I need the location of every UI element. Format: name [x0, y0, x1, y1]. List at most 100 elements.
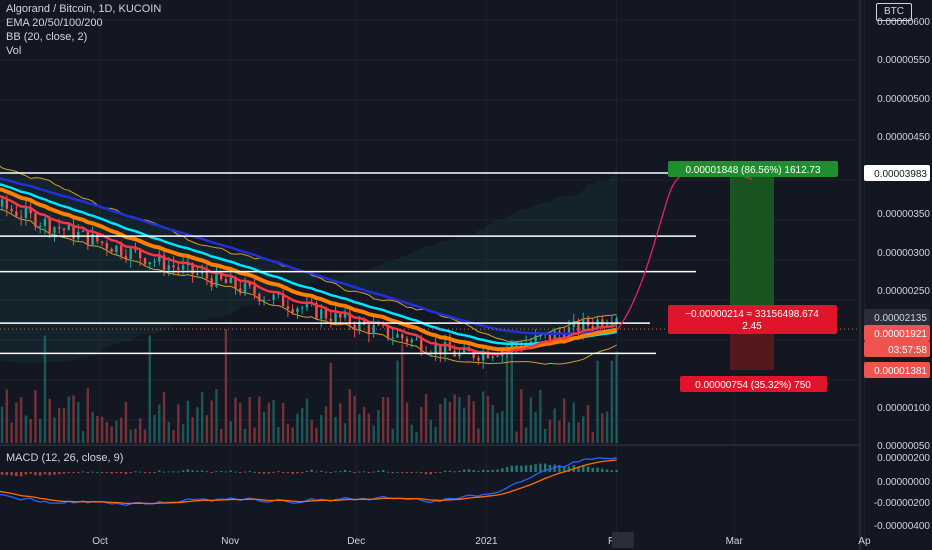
candle-body	[424, 351, 428, 354]
volume-bar	[105, 422, 109, 443]
macd-histogram-bar	[510, 465, 513, 472]
macd-histogram-bar	[0, 472, 4, 475]
macd-histogram-bar	[324, 471, 328, 473]
candle-body	[443, 342, 447, 355]
macd-histogram-bar	[601, 468, 604, 472]
chart-title: Algorand / Bitcoin, 1D, KUCOIN	[6, 3, 162, 15]
price-tag-label: 0.00003983	[874, 169, 927, 180]
candle-body	[167, 265, 171, 270]
candle-body	[229, 277, 232, 284]
candle-body	[119, 245, 123, 256]
macd-histogram-bar	[391, 472, 394, 473]
macd-histogram-bar	[343, 469, 347, 472]
volume-bar	[48, 398, 51, 443]
macd-histogram-bar	[5, 472, 9, 476]
volume-bar	[234, 397, 237, 443]
macd-histogram-bar	[348, 471, 352, 473]
macd-histogram-bar	[258, 472, 261, 474]
macd-histogram-bar	[591, 467, 594, 472]
volume-bar	[401, 344, 404, 443]
candle-body	[324, 309, 328, 319]
volume-bar	[439, 404, 442, 443]
candle-body	[315, 302, 318, 319]
stop-label[interactable]: 0.00000754 (35.32%) 750	[680, 376, 827, 392]
candle-body	[472, 351, 475, 358]
candle-body	[439, 344, 442, 355]
macd-histogram-bar	[353, 472, 356, 473]
macd-histogram-bar	[277, 471, 280, 473]
candle-body	[253, 285, 256, 295]
current-position-label[interactable]: −0.00000214 ≈ 33156498.674 2.45	[668, 305, 837, 334]
price-tick-label: 0.00000450	[877, 132, 930, 143]
target-label[interactable]: 0.00001848 (86.56%) 1612.73	[668, 161, 838, 177]
volume-bar	[386, 397, 390, 443]
candle-body	[539, 335, 542, 337]
candle-body	[62, 228, 66, 231]
macd-histogram-bar	[43, 472, 47, 475]
volume-bar	[5, 389, 9, 443]
macd-histogram-bar	[424, 472, 428, 475]
candle-body	[224, 279, 228, 284]
macd-histogram-bar	[401, 472, 404, 473]
volume-bar	[72, 395, 75, 443]
macd-histogram-bar	[19, 472, 23, 477]
vol-legend[interactable]: Vol	[6, 45, 22, 57]
macd-histogram-bar	[162, 471, 166, 473]
price-tick-label: 0.00000350	[877, 209, 930, 220]
macd-tick-label: 0.00000200	[877, 453, 930, 464]
volume-bar	[448, 401, 452, 443]
volume-bar	[281, 402, 285, 443]
macd-tick-label: -0.00000200	[874, 498, 931, 509]
macd-legend[interactable]: MACD (12, 26, close, 9)	[6, 452, 124, 464]
volume-bar	[43, 335, 47, 443]
candle-body	[124, 255, 128, 260]
macd-line	[0, 457, 617, 507]
macd-histogram-bar	[467, 469, 471, 472]
macd-pane	[0, 457, 618, 507]
candle-body	[286, 306, 290, 310]
macd-histogram-bar	[596, 467, 599, 472]
bb-legend[interactable]: BB (20, close, 2)	[6, 31, 88, 43]
volume-bar	[177, 404, 180, 443]
volume-bar	[272, 400, 275, 443]
candle-body	[77, 231, 80, 239]
macd-histogram-bar	[239, 472, 242, 473]
volume-bar	[472, 401, 475, 443]
price-tag-bg	[864, 325, 930, 341]
candle-body	[105, 243, 109, 249]
macd-histogram-bar	[300, 472, 304, 473]
price-tick-label: 0.00000250	[877, 286, 930, 297]
candle-body	[386, 325, 390, 338]
candle-body	[67, 224, 70, 231]
candle-body	[610, 324, 614, 326]
candle-body	[300, 307, 304, 309]
volume-bar	[172, 430, 175, 443]
volume-bar	[210, 400, 213, 443]
volume-bar	[486, 395, 490, 443]
ema-legend[interactable]: EMA 20/50/100/200	[6, 17, 103, 29]
volume-bar	[501, 411, 504, 443]
volume-bar	[134, 428, 137, 443]
macd-histogram-bar	[310, 469, 313, 472]
candle-body	[91, 234, 94, 245]
price-tick-label: 0.00000050	[877, 441, 930, 452]
volume-bar	[224, 329, 228, 443]
macd-histogram-bar	[115, 472, 118, 473]
macd-histogram-bar	[482, 469, 485, 472]
macd-histogram-bar	[505, 467, 509, 472]
target-zone	[730, 173, 774, 313]
macd-histogram-bar	[143, 472, 147, 473]
candle-body	[272, 294, 275, 300]
volume-bar	[181, 424, 185, 443]
macd-histogram-bar	[458, 470, 461, 472]
macd-histogram-bar	[448, 470, 452, 472]
volume-bar	[567, 422, 571, 443]
candle-body	[605, 324, 609, 326]
price-tick-label: 0.00000500	[877, 94, 930, 105]
volume-bar	[367, 413, 371, 443]
macd-histogram-bar	[91, 471, 94, 473]
volume-bar	[453, 394, 456, 443]
macd-histogram-bar	[420, 472, 423, 474]
volume-bar	[296, 413, 299, 443]
